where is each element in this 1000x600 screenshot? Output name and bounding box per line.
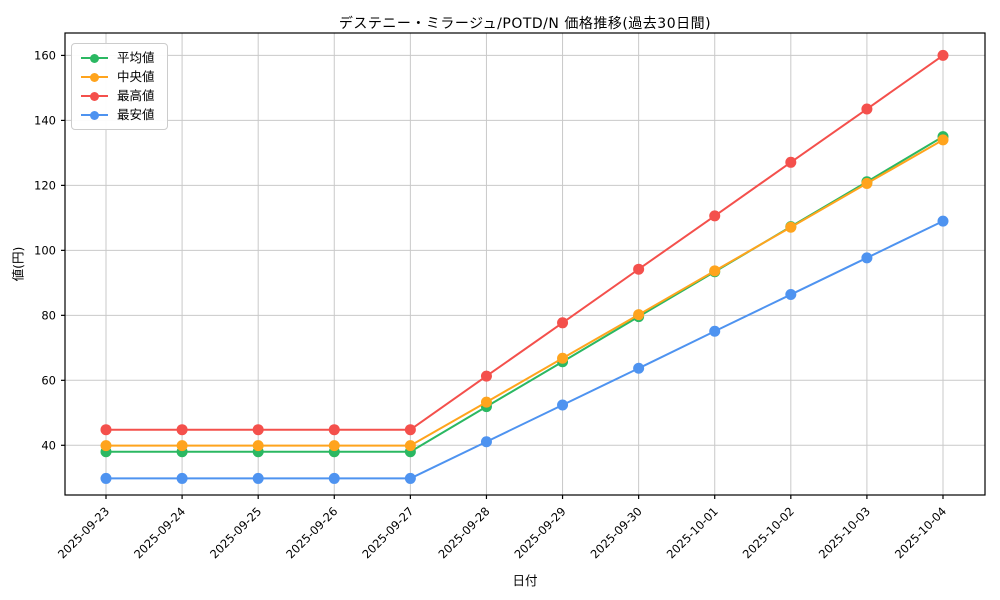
legend-label-median: 中央値 <box>117 69 155 84</box>
data-point-最安値 <box>557 399 569 411</box>
x-tick-label: 2025-09-30 <box>588 504 645 561</box>
line-dot-marker-icon <box>81 91 108 101</box>
legend-label-min: 最安値 <box>117 107 155 122</box>
line-dot-marker-icon <box>81 72 108 82</box>
data-point-最高値 <box>633 263 645 275</box>
data-point-中央値 <box>328 440 340 452</box>
series-line-平均値 <box>106 135 944 453</box>
data-point-最高値 <box>480 370 492 382</box>
x-tick-label: 2025-10-01 <box>664 504 721 561</box>
data-point-中央値 <box>633 309 645 321</box>
data-point-中央値 <box>557 352 569 364</box>
legend-item-average: 平均値 <box>81 51 155 65</box>
x-tick-label: 2025-09-27 <box>359 504 416 561</box>
data-point-最安値 <box>328 472 340 484</box>
data-point-中央値 <box>176 440 188 452</box>
y-axis-label: 値(円) <box>10 246 26 282</box>
chart-title: デステニー・ミラージュ/POTD/N 価格推移(過去30日間) <box>338 16 712 32</box>
x-tick-label: 2025-10-03 <box>816 504 873 561</box>
legend-item-max: 最高値 <box>81 89 155 103</box>
data-point-最高値 <box>557 317 569 329</box>
data-point-中央値 <box>100 440 112 452</box>
x-tick-label: 2025-10-04 <box>892 504 949 561</box>
y-tick-label: 160 <box>34 48 56 62</box>
data-point-中央値 <box>480 396 492 408</box>
legend-item-min: 最安値 <box>81 108 155 122</box>
series-line-最安値 <box>106 220 944 480</box>
data-point-中央値 <box>252 440 264 452</box>
x-tick-label: 2025-10-02 <box>740 504 797 561</box>
data-point-最高値 <box>785 156 797 168</box>
data-point-中央値 <box>937 134 949 146</box>
legend-item-median: 中央値 <box>81 70 155 84</box>
data-point-最安値 <box>785 289 797 301</box>
y-tick-label: 100 <box>34 243 56 257</box>
data-point-最安値 <box>100 472 112 484</box>
x-tick-label: 2025-09-25 <box>207 504 264 561</box>
data-point-最高値 <box>100 424 112 436</box>
x-tick-label: 2025-09-24 <box>131 504 188 561</box>
data-point-最安値 <box>480 436 492 448</box>
data-point-最安値 <box>176 472 188 484</box>
data-point-中央値 <box>404 440 416 452</box>
data-point-最安値 <box>252 472 264 484</box>
y-tick-label: 60 <box>41 373 56 387</box>
legend-label-average: 平均値 <box>117 50 155 65</box>
data-point-最高値 <box>252 424 264 436</box>
x-tick-label: 2025-09-23 <box>55 504 112 561</box>
data-point-最高値 <box>937 49 949 61</box>
data-point-最安値 <box>861 252 873 264</box>
data-point-中央値 <box>861 177 873 189</box>
data-point-最高値 <box>861 103 873 115</box>
data-point-最安値 <box>633 362 645 374</box>
legend: 平均値 中央値 最高値 最安値 <box>71 43 168 130</box>
y-tick-label: 140 <box>34 113 56 127</box>
data-point-中央値 <box>709 265 721 277</box>
y-tick-label: 80 <box>41 308 56 322</box>
y-tick-label: 120 <box>34 178 56 192</box>
data-point-最高値 <box>404 424 416 436</box>
series-line-中央値 <box>106 139 944 447</box>
series-line-最高値 <box>106 54 944 431</box>
x-tick-label: 2025-09-29 <box>512 504 569 561</box>
x-tick-label: 2025-09-26 <box>283 504 340 561</box>
data-point-最高値 <box>328 424 340 436</box>
line-dot-marker-icon <box>81 110 108 120</box>
data-point-最高値 <box>709 210 721 222</box>
x-tick-label: 2025-09-28 <box>435 504 492 561</box>
x-axis-label: 日付 <box>512 573 538 588</box>
data-point-最安値 <box>937 215 949 227</box>
line-dot-marker-icon <box>81 53 108 63</box>
data-point-最高値 <box>176 424 188 436</box>
data-point-最安値 <box>404 472 416 484</box>
y-tick-label: 40 <box>41 438 56 452</box>
data-point-中央値 <box>785 221 797 233</box>
plot-border <box>64 32 986 496</box>
legend-label-max: 最高値 <box>117 88 155 103</box>
data-point-最安値 <box>709 325 721 337</box>
